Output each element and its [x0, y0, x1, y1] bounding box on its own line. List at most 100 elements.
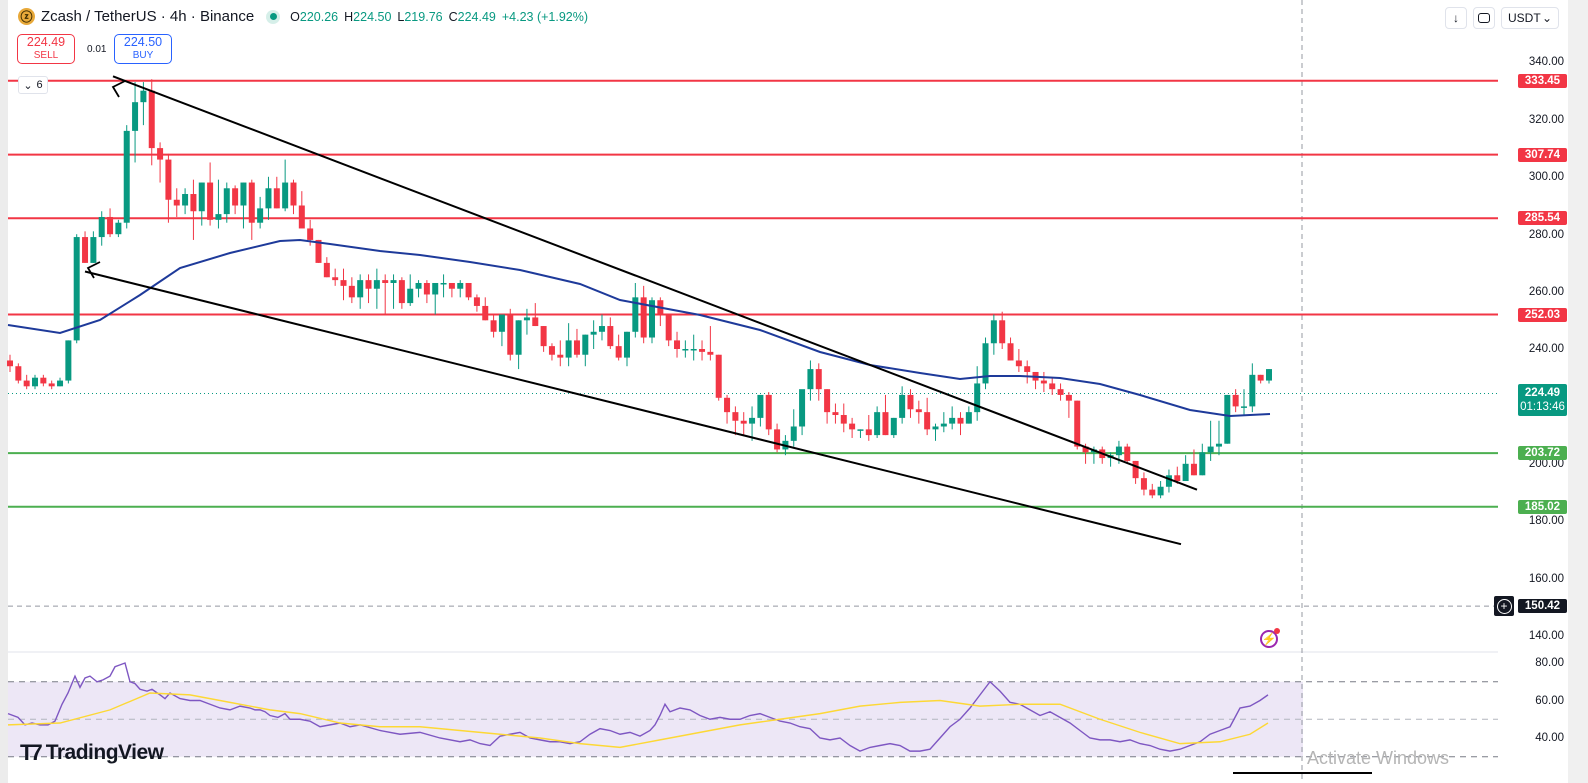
- candle: [724, 397, 731, 413]
- price-tick: 260.00: [1528, 286, 1564, 298]
- trendline: [84, 270, 1182, 546]
- candle: [1024, 366, 1031, 372]
- candle: [1015, 360, 1022, 367]
- trendlines: [84, 75, 1198, 546]
- candle: [65, 340, 72, 381]
- chevron-down-icon: ⌄: [1541, 11, 1552, 25]
- candle: [307, 228, 314, 240]
- candle: [165, 159, 172, 200]
- candle: [957, 417, 964, 424]
- indicators-toggle-button[interactable]: ⌄ 6: [18, 76, 48, 94]
- currency-value: USDT: [1508, 11, 1541, 25]
- resistance-tag[interactable]: 333.45: [1518, 74, 1567, 88]
- candle: [974, 383, 981, 413]
- candle: [232, 188, 239, 206]
- horizontal-levels: [8, 79, 1498, 607]
- candle: [348, 285, 355, 298]
- candle: [1157, 486, 1164, 496]
- candle: [273, 188, 280, 209]
- candle: [882, 412, 889, 436]
- candle: [623, 331, 630, 358]
- plus-icon: +: [1496, 598, 1512, 614]
- candle: [290, 182, 297, 206]
- candle: [790, 426, 797, 441]
- tradingview-wordmark: TradingView: [45, 741, 164, 764]
- resistance-tag[interactable]: 307.74: [1518, 148, 1567, 162]
- candle: [207, 182, 214, 220]
- lightning-alert-icon[interactable]: ⚡: [1260, 628, 1280, 648]
- candle: [357, 280, 364, 298]
- candle: [73, 237, 80, 341]
- candle: [448, 282, 455, 289]
- candle: [532, 317, 539, 327]
- candle: [899, 394, 906, 418]
- candle: [40, 377, 47, 384]
- currency-select[interactable]: USDT ⌄: [1501, 7, 1559, 29]
- candle: [23, 380, 30, 387]
- buy-button[interactable]: 224.50 BUY: [114, 34, 172, 64]
- download-button[interactable]: ↓: [1445, 7, 1467, 29]
- candle: [515, 320, 522, 355]
- candle: [1065, 394, 1072, 401]
- candle: [699, 349, 706, 352]
- sell-button[interactable]: 224.49 SELL: [17, 34, 75, 64]
- rsi-tick: 80.00: [1535, 657, 1564, 669]
- candle: [298, 205, 305, 229]
- left-border: [0, 0, 8, 783]
- chevron-down-icon: ⌄: [23, 79, 33, 92]
- candle: [123, 130, 130, 223]
- candle: [1249, 374, 1256, 407]
- candle: [990, 320, 997, 344]
- add-alert-button[interactable]: +: [1494, 596, 1514, 616]
- support-tag[interactable]: 185.02: [1518, 500, 1567, 514]
- rsi-tick: 40.00: [1535, 732, 1564, 744]
- candle: [874, 412, 881, 436]
- support-tag[interactable]: 203.72: [1518, 446, 1567, 460]
- candle: [223, 188, 230, 215]
- candle: [965, 412, 972, 424]
- candle: [1215, 443, 1222, 447]
- candle: [48, 383, 55, 387]
- candle: [1224, 394, 1231, 444]
- candle: [473, 297, 480, 306]
- candle: [182, 194, 189, 206]
- candle: [765, 394, 772, 430]
- spread-value: 0.01: [87, 44, 107, 55]
- candle: [1082, 446, 1089, 453]
- candle: [924, 412, 931, 430]
- candle: [240, 182, 247, 206]
- candle: [815, 369, 822, 390]
- candle: [1074, 400, 1081, 447]
- resistance-tag[interactable]: 285.54: [1518, 211, 1567, 225]
- tradingview-logo[interactable]: T7 TradingView: [20, 740, 164, 766]
- candle: [482, 305, 489, 321]
- resistance-tag[interactable]: 252.03: [1518, 308, 1567, 322]
- candle: [832, 412, 839, 416]
- candle: [1190, 463, 1197, 476]
- candle: [1007, 343, 1014, 361]
- candle: [390, 280, 397, 283]
- candle: [548, 346, 555, 355]
- candle: [132, 102, 139, 131]
- zcash-icon: ⓩ: [18, 8, 35, 25]
- candle: [1132, 460, 1139, 479]
- candle: [248, 182, 255, 223]
- symbol-title[interactable]: Zcash / TetherUS · 4h · Binance: [41, 8, 255, 25]
- candle: [157, 148, 164, 160]
- candle: [598, 326, 605, 332]
- candle: [215, 214, 222, 220]
- right-scrollbar[interactable]: [1568, 0, 1588, 783]
- candle: [198, 182, 205, 212]
- candle: [774, 429, 781, 450]
- candle: [332, 277, 339, 281]
- crosshair-price-tag: 150.42: [1518, 599, 1567, 613]
- fullscreen-button[interactable]: [1473, 7, 1495, 29]
- candle: [1174, 475, 1181, 482]
- candle: [507, 314, 514, 355]
- candle: [107, 216, 114, 235]
- arrow-down-icon: ↓: [1453, 11, 1459, 25]
- candle: [840, 415, 847, 424]
- candle: [373, 280, 380, 289]
- candle: [1266, 369, 1272, 381]
